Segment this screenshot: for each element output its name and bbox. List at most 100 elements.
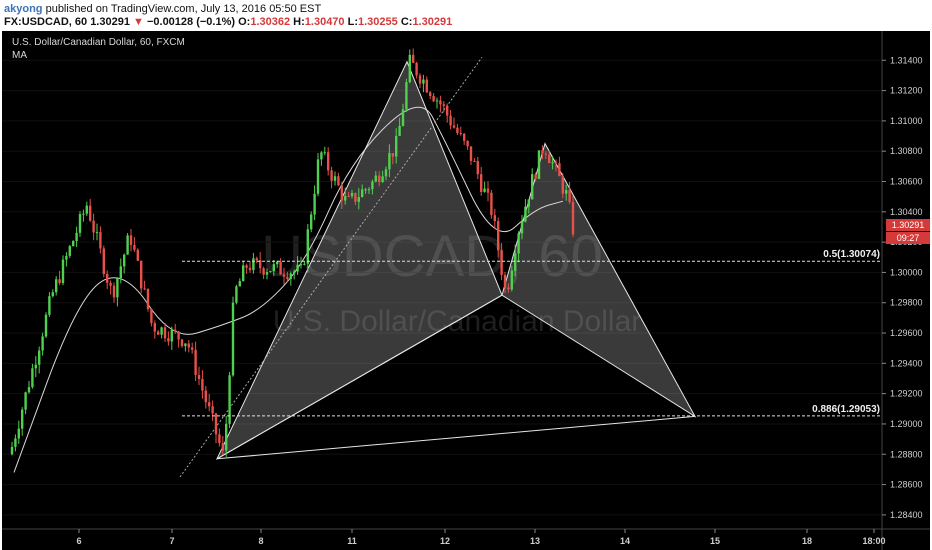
candle-body bbox=[422, 79, 425, 84]
candle-body bbox=[510, 270, 513, 290]
close-label: C: bbox=[400, 16, 413, 28]
last-price-tag bbox=[886, 219, 930, 231]
candle-body bbox=[238, 281, 241, 287]
candle-body bbox=[65, 255, 68, 260]
candle-body bbox=[558, 163, 561, 177]
candle-body bbox=[344, 196, 347, 201]
candle-body bbox=[82, 213, 85, 215]
candle-body bbox=[123, 254, 126, 267]
candle-body bbox=[483, 188, 486, 192]
candle-body bbox=[486, 188, 490, 193]
candle-body bbox=[476, 161, 479, 175]
candle-body bbox=[327, 152, 330, 171]
candle-body bbox=[140, 260, 143, 289]
candle-body bbox=[364, 189, 367, 191]
fib-level-label: 0.886(1.29053) bbox=[812, 404, 880, 415]
candle-body bbox=[449, 115, 452, 126]
candle-body bbox=[129, 235, 133, 245]
candle-body bbox=[391, 153, 394, 157]
candle-body bbox=[456, 127, 459, 134]
candle-body bbox=[289, 273, 292, 279]
candle-body bbox=[276, 261, 279, 265]
candle-body bbox=[211, 406, 214, 414]
candle-body bbox=[204, 390, 207, 403]
x-tick-label: 6 bbox=[76, 536, 81, 546]
x-tick-label: 8 bbox=[258, 536, 263, 546]
candle-body bbox=[177, 331, 180, 340]
candle-body bbox=[337, 176, 340, 186]
symbol-line: FX:USDCAD, 60 bbox=[4, 16, 88, 28]
candle-body bbox=[48, 296, 51, 315]
candle-body bbox=[473, 160, 476, 162]
candle-body bbox=[561, 176, 564, 194]
candle-body bbox=[480, 174, 483, 192]
author-link[interactable]: akyong bbox=[4, 3, 43, 15]
candle-body bbox=[143, 288, 146, 290]
candle-body bbox=[14, 438, 17, 447]
indicator-label-ma[interactable]: MA bbox=[12, 50, 27, 61]
candle-body bbox=[388, 153, 391, 170]
y-tick-label: 1.29400 bbox=[890, 358, 923, 368]
y-tick-label: 1.28800 bbox=[890, 449, 923, 459]
candle-body bbox=[41, 336, 44, 351]
candle-body bbox=[31, 368, 34, 388]
candle-body bbox=[61, 259, 65, 284]
candle-body bbox=[395, 135, 398, 157]
publish-info: akyong published on TradingView.com, Jul… bbox=[4, 3, 321, 15]
candle-body bbox=[102, 248, 105, 274]
candle-body bbox=[340, 185, 343, 201]
candle-body bbox=[21, 409, 24, 429]
x-tick-label: 13 bbox=[530, 536, 540, 546]
moving-average-line bbox=[13, 106, 564, 473]
candle-body bbox=[109, 282, 112, 286]
candle-body bbox=[242, 265, 245, 282]
candle-body bbox=[446, 105, 449, 116]
candle-body bbox=[231, 302, 235, 376]
candle-body bbox=[133, 244, 136, 250]
candle-body bbox=[167, 338, 170, 342]
candle-body bbox=[157, 331, 160, 335]
candle-body bbox=[228, 375, 231, 424]
candle-body bbox=[568, 190, 571, 202]
candle-body bbox=[398, 125, 401, 136]
candle-body bbox=[565, 190, 568, 194]
candle-body bbox=[381, 176, 384, 183]
candle-body bbox=[38, 350, 41, 365]
y-tick-label: 1.31400 bbox=[890, 55, 923, 65]
candle-body bbox=[99, 232, 102, 249]
candle-body bbox=[44, 314, 48, 337]
candle-body bbox=[320, 152, 323, 160]
candle-body bbox=[272, 264, 275, 272]
pattern-line-xb bbox=[216, 294, 503, 460]
candle-body bbox=[252, 258, 255, 271]
x-tick-label: 11 bbox=[347, 536, 357, 546]
watermark-symbol: USDCAD, 60 bbox=[261, 224, 603, 289]
candle-body bbox=[262, 268, 265, 275]
y-tick-label: 1.31000 bbox=[890, 116, 923, 126]
publication-header: akyong published on TradingView.com, Jul… bbox=[0, 0, 932, 30]
candle-body bbox=[541, 150, 544, 154]
price-change: −0.00128 (−0.1%) bbox=[146, 16, 236, 28]
price-chart[interactable]: USDCAD, 60 U.S. Dollar/Canadian Dollar 0… bbox=[2, 31, 930, 550]
candle-body bbox=[408, 54, 411, 83]
candle-body bbox=[255, 258, 258, 261]
x-tick-label: 18 bbox=[802, 536, 812, 546]
y-tick-label: 1.30600 bbox=[890, 177, 923, 187]
candle-body bbox=[259, 260, 262, 269]
candle-body bbox=[497, 221, 500, 251]
candle-body bbox=[51, 292, 54, 297]
candle-body bbox=[401, 109, 405, 126]
candle-body bbox=[218, 434, 221, 444]
candle-body bbox=[112, 285, 116, 298]
candle-body bbox=[520, 221, 524, 234]
candle-body bbox=[208, 402, 211, 407]
candle-body bbox=[184, 343, 187, 347]
open-value: 1.30362 bbox=[250, 16, 291, 28]
chart-canvas[interactable]: USDCAD, 60 U.S. Dollar/Canadian Dollar 0… bbox=[2, 31, 930, 550]
candle-body bbox=[106, 273, 109, 283]
candle-body bbox=[296, 264, 299, 272]
candle-body bbox=[269, 271, 272, 273]
x-tick-label: 14 bbox=[620, 536, 630, 546]
candle-body bbox=[306, 229, 309, 264]
candle-body bbox=[463, 133, 466, 141]
